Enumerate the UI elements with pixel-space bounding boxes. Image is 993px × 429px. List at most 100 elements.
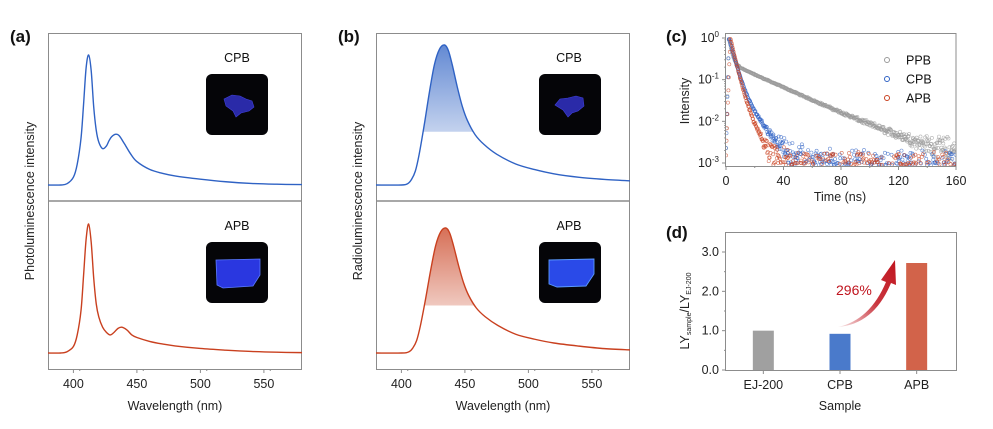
data-point	[862, 148, 866, 152]
data-point	[925, 162, 929, 166]
data-point	[877, 162, 882, 166]
bar-cpb	[829, 333, 851, 370]
data-point	[885, 151, 890, 156]
data-point	[952, 162, 956, 166]
panel-a-inset-label-cpb: CPB	[224, 51, 250, 65]
data-point	[726, 153, 728, 158]
fill-apb	[424, 227, 475, 306]
data-point	[814, 148, 819, 153]
x-tick-label: 500	[518, 377, 539, 391]
data-point	[741, 87, 746, 92]
data-point	[803, 152, 808, 157]
data-point	[779, 135, 783, 139]
data-point	[756, 114, 761, 119]
data-point	[776, 153, 781, 158]
cpb-crystal-shape	[223, 94, 255, 118]
data-point	[786, 160, 791, 165]
data-point	[919, 161, 923, 166]
spectrum-line-apb	[375, 227, 631, 354]
data-point	[857, 161, 862, 166]
data-point	[762, 143, 767, 148]
panel-a-inset-label-apb: APB	[224, 219, 249, 233]
data-point	[856, 152, 860, 156]
data-point	[833, 152, 838, 157]
data-point	[775, 147, 780, 152]
data-point	[743, 94, 747, 98]
data-point	[837, 161, 842, 166]
data-point	[811, 162, 816, 166]
data-point	[740, 83, 745, 88]
data-point	[726, 88, 731, 93]
data-point	[906, 134, 911, 138]
data-point	[924, 156, 929, 161]
data-point	[726, 126, 729, 131]
data-point	[734, 59, 738, 64]
data-point	[800, 142, 804, 147]
panel-b-inset-photo-apb	[539, 242, 601, 303]
data-point	[809, 150, 814, 155]
data-point	[875, 160, 880, 164]
data-point	[790, 141, 795, 146]
data-point	[729, 39, 734, 44]
data-point	[778, 143, 783, 148]
data-point	[731, 47, 736, 52]
data-point	[952, 162, 956, 166]
data-point	[903, 162, 908, 166]
data-point	[920, 154, 924, 159]
data-point	[942, 160, 947, 165]
data-point	[826, 157, 830, 161]
panel-d-label: (d)	[666, 223, 688, 242]
data-point	[771, 132, 776, 137]
data-point	[941, 154, 946, 159]
data-point	[743, 95, 748, 100]
data-point	[946, 160, 951, 165]
data-point	[784, 139, 789, 144]
data-point	[810, 159, 815, 164]
data-point	[947, 145, 952, 150]
data-point	[788, 148, 792, 153]
fill-cpb	[423, 44, 474, 132]
data-point	[839, 150, 844, 155]
spectrum-line-cpb	[375, 44, 631, 186]
data-point	[726, 95, 730, 99]
data-point	[953, 147, 956, 152]
data-point	[936, 145, 940, 150]
data-point	[742, 90, 746, 95]
growth-arrow	[838, 260, 896, 327]
data-point	[738, 76, 743, 80]
x-tick-label: 400	[63, 377, 84, 391]
data-point	[727, 62, 732, 67]
data-point	[792, 161, 797, 166]
x-tick-label: 500	[190, 377, 211, 391]
data-point	[908, 161, 913, 166]
data-point	[936, 155, 940, 160]
data-point	[905, 159, 910, 164]
x-tick-label: 550	[581, 377, 602, 391]
data-point	[953, 152, 956, 157]
data-point	[950, 156, 955, 161]
x-tick-label: 160	[946, 174, 967, 188]
data-point	[766, 159, 771, 164]
y-tick-label: 2.0	[702, 284, 719, 298]
data-point	[797, 145, 802, 150]
data-point	[889, 128, 894, 133]
data-point	[731, 49, 736, 54]
data-point	[828, 146, 832, 151]
data-point	[732, 53, 737, 58]
data-point	[726, 100, 730, 105]
data-point	[760, 138, 765, 143]
data-point	[733, 57, 738, 62]
data-point	[729, 41, 734, 46]
data-point	[914, 146, 919, 151]
x-tick-label: 550	[253, 377, 274, 391]
area-fill	[423, 44, 474, 132]
data-point	[732, 52, 737, 57]
data-point	[791, 159, 795, 164]
data-point	[861, 152, 866, 157]
legend-marker-cpb	[884, 76, 890, 82]
data-point	[769, 130, 774, 135]
data-point	[924, 134, 929, 139]
data-point	[785, 147, 790, 152]
y-tick-label: 10-1	[698, 72, 720, 87]
panel-b-inset-label-apb: APB	[556, 219, 581, 233]
